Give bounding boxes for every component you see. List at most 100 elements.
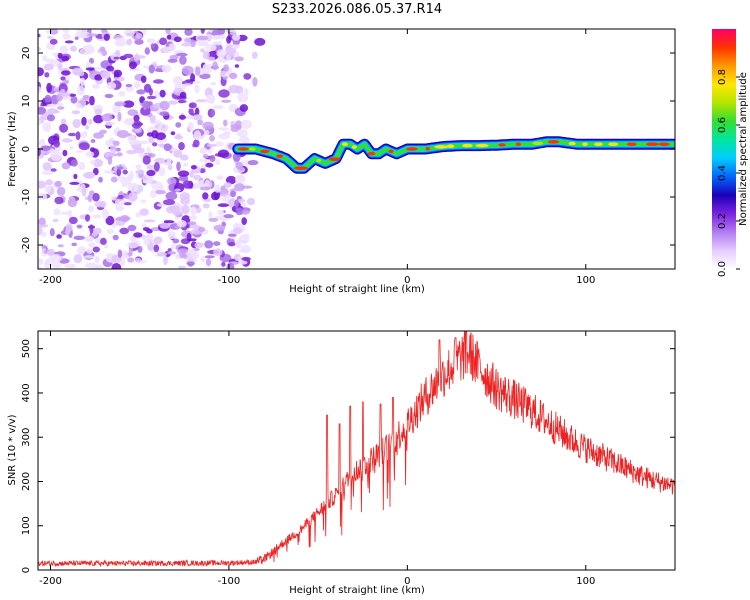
- noise-blob: [116, 130, 129, 138]
- spectrogram-x-tick-label: -100: [218, 275, 241, 286]
- noise-blob: [105, 215, 115, 226]
- noise-blob: [47, 35, 53, 40]
- noise-blob: [73, 235, 85, 240]
- noise-blob: [209, 154, 216, 163]
- noise-blob: [212, 61, 219, 71]
- noise-blob: [181, 204, 190, 215]
- noise-blob: [118, 90, 126, 97]
- noise-blob: [214, 184, 221, 193]
- noise-blob: [93, 114, 104, 124]
- noise-blob: [63, 79, 69, 85]
- noise-blob: [163, 143, 172, 152]
- noise-blob: [89, 224, 94, 234]
- noise-blob: [204, 240, 214, 249]
- noise-blob: [212, 41, 223, 46]
- noise-blob: [61, 162, 71, 170]
- noise-blob: [38, 224, 49, 228]
- noise-blob: [217, 209, 225, 216]
- noise-blob: [159, 37, 168, 46]
- noise-blob: [153, 236, 163, 245]
- spectrogram-y-tick-label: -10: [21, 189, 32, 205]
- noise-blob: [195, 207, 202, 214]
- noise-blob: [72, 71, 82, 75]
- noise-blob: [40, 145, 51, 151]
- noise-blob: [178, 265, 186, 269]
- noise-blob: [50, 168, 57, 172]
- noise-blob: [175, 122, 182, 128]
- noise-blob: [150, 43, 155, 49]
- noise-blob: [135, 164, 142, 170]
- noise-blob: [134, 257, 141, 263]
- noise-blob: [159, 111, 170, 116]
- noise-blob: [89, 147, 96, 152]
- noise-blob: [243, 73, 252, 80]
- noise-blob: [166, 34, 172, 40]
- noise-blob: [181, 42, 192, 47]
- noise-blob: [73, 254, 83, 264]
- noise-blob: [92, 158, 103, 168]
- noise-blob: [185, 248, 196, 257]
- noise-blob: [240, 244, 251, 254]
- noise-blob: [94, 74, 103, 81]
- noise-blob: [127, 135, 136, 143]
- noise-blob: [71, 110, 81, 115]
- spectrogram-y-tick-label: -20: [21, 237, 32, 253]
- noise-blob: [89, 95, 95, 106]
- noise-blob: [104, 170, 115, 174]
- noise-blob: [56, 234, 62, 239]
- noise-blob: [158, 167, 166, 177]
- noise-blob: [90, 139, 96, 143]
- chart-title: S233.2026.086.05.37.R14: [272, 2, 442, 17]
- noise-blob: [127, 257, 135, 263]
- noise-blob: [230, 190, 237, 198]
- noise-blob: [70, 96, 78, 104]
- noise-blob: [60, 76, 66, 81]
- noise-blob: [46, 103, 57, 108]
- noise-blob: [146, 38, 156, 44]
- noise-blob: [189, 170, 195, 178]
- noise-blob: [78, 161, 86, 171]
- noise-blob: [67, 198, 78, 208]
- noise-blob: [176, 52, 188, 57]
- noise-blob: [38, 138, 46, 148]
- noise-blob: [237, 92, 249, 103]
- noise-blob: [195, 99, 208, 103]
- noise-blob: [61, 55, 70, 62]
- noise-blob: [92, 167, 99, 176]
- noise-blob: [133, 184, 144, 194]
- ridge-hotspot: [594, 142, 603, 146]
- noise-blob: [217, 29, 226, 35]
- noise-blob: [146, 146, 152, 155]
- noise-blob: [125, 83, 133, 88]
- noise-blob: [83, 171, 96, 179]
- snr-y-tick-label: 100: [21, 516, 32, 535]
- noise-blob: [143, 65, 149, 69]
- noise-blob: [232, 152, 241, 162]
- noise-blob: [59, 45, 69, 54]
- noise-blob: [129, 235, 137, 242]
- noise-blob: [89, 190, 95, 196]
- noise-blob: [60, 211, 70, 215]
- noise-blob: [220, 185, 226, 190]
- noise-blob: [205, 162, 214, 168]
- snr-y-tick-label: 500: [21, 339, 32, 358]
- noise-blob: [133, 81, 141, 89]
- noise-blob: [217, 149, 229, 158]
- noise-blob: [221, 99, 232, 103]
- noise-blob: [81, 116, 87, 126]
- noise-blob: [208, 217, 219, 222]
- noise-blob: [54, 196, 64, 205]
- ridge-hotspot: [316, 158, 322, 163]
- noise-blob: [199, 168, 206, 174]
- noise-blob: [161, 46, 173, 54]
- noise-blob: [182, 162, 189, 167]
- spectrogram-noise: [38, 29, 266, 269]
- noise-blob: [182, 83, 192, 87]
- noise-blob: [180, 154, 189, 161]
- noise-blob: [199, 158, 204, 162]
- noise-blob: [110, 176, 118, 183]
- noise-blob: [69, 145, 74, 150]
- noise-blob: [167, 164, 173, 171]
- noise-blob: [241, 136, 250, 146]
- ridge-hotspot: [582, 142, 588, 146]
